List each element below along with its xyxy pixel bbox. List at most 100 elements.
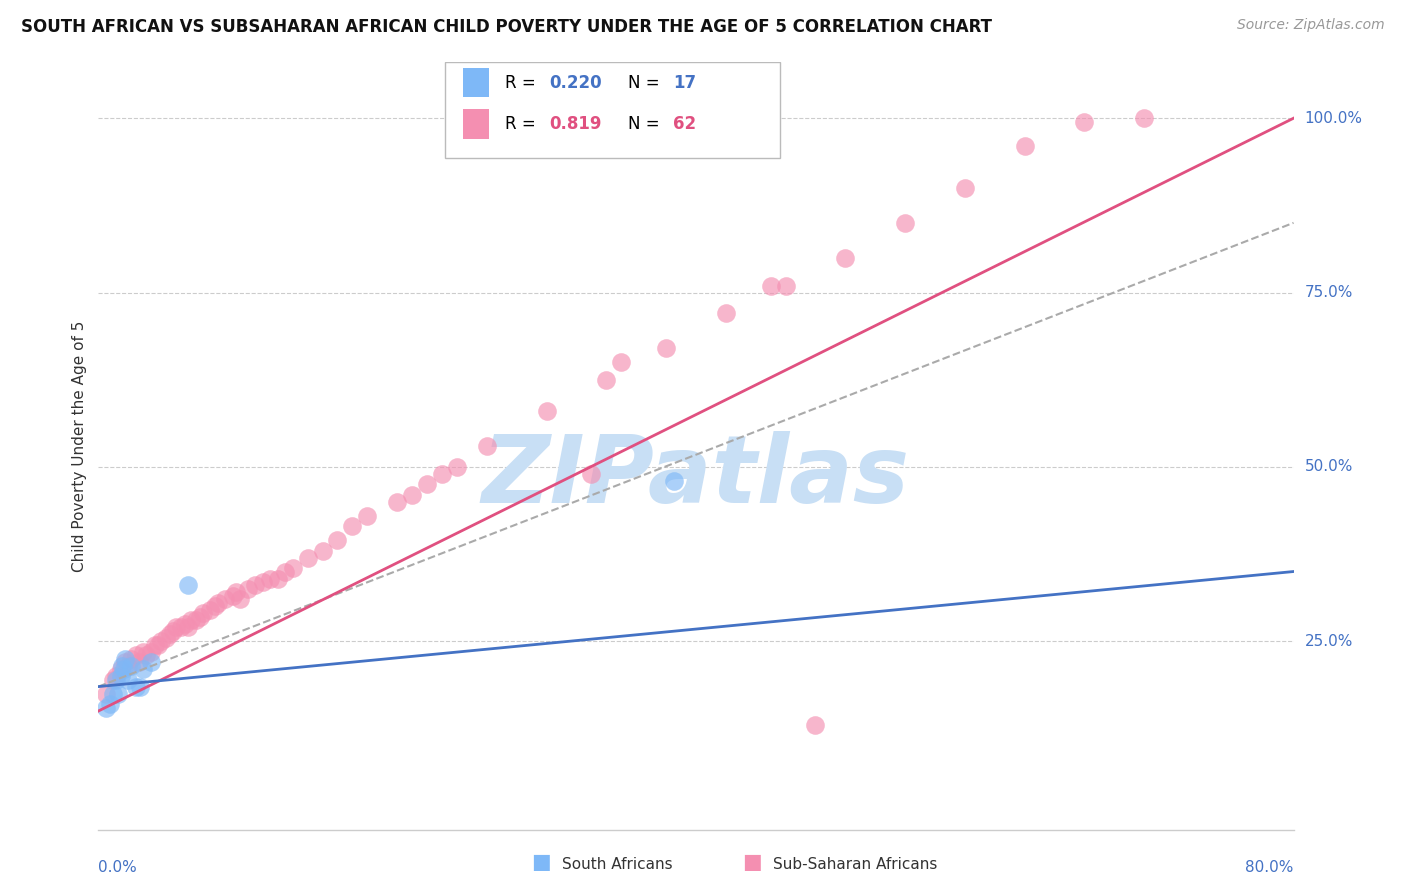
FancyBboxPatch shape [446,62,780,158]
Point [139,655,162,669]
Text: ■: ■ [531,853,551,872]
Point [174,616,197,631]
Point [177,620,200,634]
Point [610,355,633,369]
Point [177,578,200,592]
Text: 0.0%: 0.0% [98,860,138,875]
Point [207,596,229,610]
Point [259,572,281,586]
Point [114,655,136,669]
Text: 75.0%: 75.0% [1305,285,1353,300]
Point [120,651,142,665]
Text: N =: N = [628,115,665,133]
Bar [463,110,489,138]
Point [475,439,498,453]
Point [155,631,177,645]
Point [103,673,125,687]
Text: SOUTH AFRICAN VS SUBSAHARAN AFRICAN CHILD POVERTY UNDER THE AGE OF 5 CORRELATION: SOUTH AFRICAN VS SUBSAHARAN AFRICAN CHIL… [21,18,993,36]
Point [112,662,135,676]
Point [536,404,558,418]
Point [132,662,155,676]
Point [132,645,155,659]
Point [311,543,333,558]
Point [148,638,170,652]
Point [775,278,797,293]
Point [125,680,148,694]
Point [111,658,134,673]
Point [581,467,603,481]
Point [94,687,117,701]
Point [143,638,166,652]
Point [1014,139,1036,153]
Point [1133,112,1156,126]
Point [184,613,207,627]
Point [200,603,222,617]
Point [94,700,117,714]
Point [430,467,453,481]
Text: Source: ZipAtlas.com: Source: ZipAtlas.com [1237,18,1385,32]
Point [326,533,349,548]
Point [222,589,245,603]
Point [103,687,125,701]
Point [714,306,737,320]
Point [110,662,132,676]
Text: 17: 17 [673,73,696,92]
Point [110,669,132,683]
Point [662,474,685,488]
Point [245,578,267,592]
Point [446,459,468,474]
Point [125,648,148,663]
Point [169,620,191,634]
Text: 62: 62 [673,115,696,133]
Point [150,634,173,648]
Point [105,669,128,683]
Text: ZIPatlas: ZIPatlas [482,431,910,523]
Text: 100.0%: 100.0% [1305,111,1362,126]
Point [159,627,181,641]
Point [894,216,917,230]
Text: Sub-Saharan Africans: Sub-Saharan Africans [773,857,938,872]
Point [281,561,304,575]
Text: 0.819: 0.819 [548,115,602,133]
Point [274,565,297,579]
Point [236,582,259,596]
Y-axis label: Child Poverty Under the Age of 5: Child Poverty Under the Age of 5 [72,320,87,572]
Bar [463,68,489,97]
Point [595,373,617,387]
Point [117,673,139,687]
Text: 25.0%: 25.0% [1305,634,1353,648]
Text: 50.0%: 50.0% [1305,459,1353,475]
Point [114,651,136,665]
Point [129,680,152,694]
Point [225,585,247,599]
Text: 0.220: 0.220 [548,73,602,92]
Text: ■: ■ [742,853,762,872]
Point [204,599,226,614]
Point [229,592,252,607]
Text: R =: R = [505,73,541,92]
Point [120,658,142,673]
Point [655,342,678,356]
Text: 80.0%: 80.0% [1246,860,1294,875]
Point [98,697,122,711]
Text: N =: N = [628,73,665,92]
Point [252,574,274,589]
Point [105,673,128,687]
Point [759,278,782,293]
Point [385,495,409,509]
Point [165,620,187,634]
Point [297,550,319,565]
Point [1073,114,1095,128]
Text: R =: R = [505,115,541,133]
Point [107,687,129,701]
Point [128,655,150,669]
Point [188,610,211,624]
Point [117,658,139,673]
Point [214,592,236,607]
Point [135,648,157,663]
Point [191,607,214,621]
Point [416,477,439,491]
Point [834,251,856,265]
Point [267,572,290,586]
Point [401,488,423,502]
